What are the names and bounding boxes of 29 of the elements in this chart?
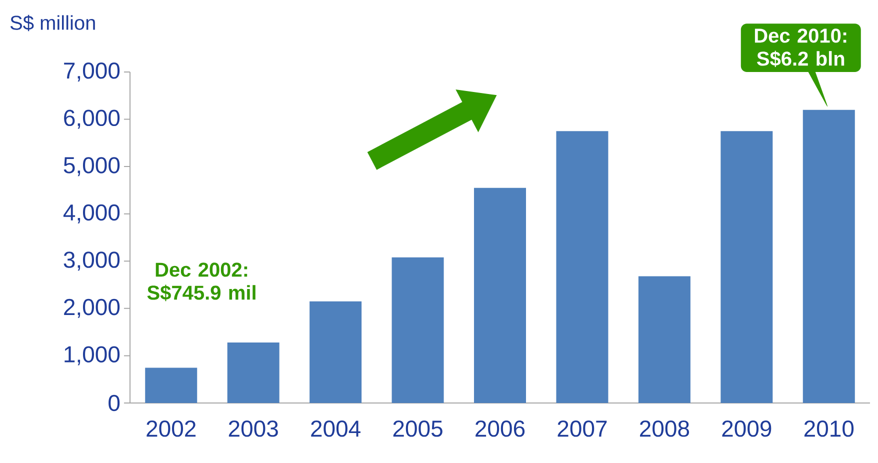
x-tick-label: 2006 bbox=[476, 420, 525, 437]
x-tick-label: 2002 bbox=[146, 420, 196, 437]
bar bbox=[474, 188, 526, 403]
y-tick-label: 5,000 bbox=[64, 157, 120, 176]
x-tick-label: 2004 bbox=[311, 420, 360, 437]
x-tick-label: 2003 bbox=[228, 420, 278, 437]
y-tick-label: 2,000 bbox=[64, 298, 120, 318]
y-tick-label: 3,000 bbox=[64, 252, 120, 271]
annotation: Dec 2010: S$6.2 bln bbox=[754, 28, 846, 68]
bar bbox=[556, 131, 608, 403]
x-tick-label: 2005 bbox=[393, 420, 442, 437]
bar bbox=[145, 368, 198, 403]
bar bbox=[638, 276, 690, 403]
x-tick-label: 2008 bbox=[640, 420, 690, 437]
bar bbox=[802, 110, 855, 403]
x-tick-label: 2007 bbox=[558, 420, 607, 437]
y-tick-label: 1,000 bbox=[64, 346, 120, 366]
bar bbox=[227, 342, 280, 403]
bar bbox=[310, 301, 362, 403]
bar bbox=[720, 131, 773, 403]
y-tick-label: 7,000 bbox=[64, 62, 120, 82]
y-tick-label: 4,000 bbox=[63, 204, 120, 224]
y-tick-label: 0 bbox=[108, 394, 120, 412]
y-axis-title: S$ million bbox=[10, 14, 95, 32]
annotation: Dec 2002: S$745.9 mil bbox=[147, 262, 256, 302]
x-tick-label: 2010 bbox=[804, 420, 854, 437]
x-tick-label: 2009 bbox=[722, 420, 772, 437]
y-tick-label: 6,000 bbox=[64, 110, 120, 129]
bar bbox=[392, 257, 444, 403]
